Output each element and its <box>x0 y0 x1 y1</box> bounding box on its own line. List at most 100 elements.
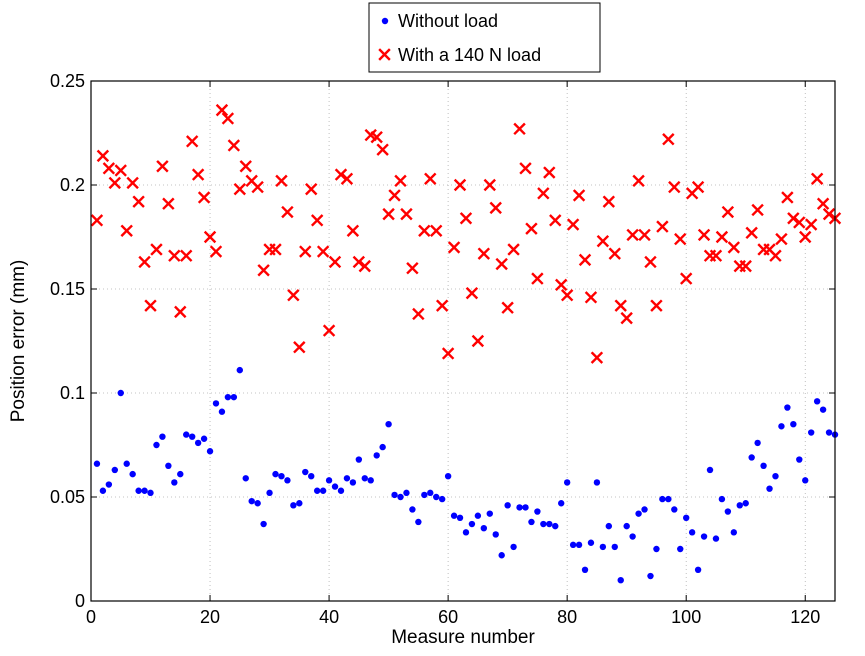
point-with-load <box>257 264 270 277</box>
point-with-load <box>233 182 246 196</box>
point-with-load <box>513 122 526 136</box>
point-with-load <box>441 347 455 360</box>
point-without-load <box>635 510 642 517</box>
point-with-load <box>328 255 342 269</box>
point-without-load <box>147 489 154 497</box>
point-with-load <box>519 162 532 175</box>
point-without-load <box>647 572 654 580</box>
point-without-load <box>188 433 196 440</box>
point-with-load <box>543 166 556 179</box>
point-without-load <box>665 495 672 503</box>
point-with-load <box>310 214 324 227</box>
point-without-load <box>575 541 583 549</box>
point-without-load <box>492 531 499 538</box>
point-without-load <box>778 423 785 430</box>
point-without-load <box>599 543 607 551</box>
point-without-load <box>587 539 595 546</box>
point-without-load <box>206 448 214 455</box>
point-without-load <box>367 477 374 484</box>
point-with-load <box>96 149 110 163</box>
point-with-load <box>370 130 383 144</box>
point-without-load <box>617 577 624 584</box>
point-with-load <box>299 245 312 258</box>
point-without-load <box>171 479 178 486</box>
point-with-load <box>644 255 657 269</box>
point-without-load <box>813 398 821 405</box>
point-with-load <box>108 176 122 190</box>
plot-frame <box>90 80 836 602</box>
point-without-load <box>706 466 714 474</box>
point-without-load <box>421 491 428 499</box>
point-without-load <box>498 552 505 559</box>
point-with-load <box>156 160 169 173</box>
point-with-load <box>751 203 764 217</box>
point-with-load <box>376 143 389 156</box>
point-without-load <box>807 429 815 436</box>
point-with-load <box>364 128 377 142</box>
point-with-load <box>132 195 145 208</box>
point-without-load <box>480 525 488 532</box>
point-without-load <box>355 456 363 463</box>
point-without-load <box>742 500 749 507</box>
point-without-load <box>296 500 303 507</box>
point-with-load <box>507 243 520 256</box>
point-with-load <box>495 257 508 271</box>
point-without-load <box>700 533 708 540</box>
y-tick-label: 0 <box>75 591 85 611</box>
point-with-load <box>525 222 538 235</box>
point-without-load <box>403 489 410 497</box>
point-with-load <box>215 103 229 117</box>
point-with-load <box>721 205 735 219</box>
x-tick-label: 100 <box>671 607 701 627</box>
point-with-load <box>584 291 598 304</box>
legend-marker-without-load <box>381 17 389 25</box>
point-without-load <box>129 470 136 478</box>
point-with-load <box>281 205 294 219</box>
point-without-load <box>712 535 720 542</box>
point-with-load <box>590 351 604 364</box>
point-without-load <box>772 473 779 480</box>
point-with-load <box>90 214 104 227</box>
point-without-load <box>391 491 398 499</box>
point-without-load <box>605 522 613 530</box>
point-without-load <box>456 514 464 521</box>
point-without-load <box>671 506 678 513</box>
point-without-load <box>593 479 601 486</box>
point-without-load <box>319 487 327 494</box>
point-without-load <box>629 533 636 540</box>
point-without-load <box>415 518 422 526</box>
point-with-load <box>293 341 306 354</box>
point-without-load <box>581 566 589 573</box>
point-without-load <box>683 514 690 521</box>
point-without-load <box>522 504 529 511</box>
point-with-load <box>150 243 163 256</box>
point-without-load <box>427 489 434 497</box>
point-with-load <box>346 224 360 237</box>
point-without-load <box>302 468 309 476</box>
point-with-load <box>227 139 241 152</box>
point-without-load <box>200 435 208 442</box>
point-without-load <box>659 495 666 503</box>
point-without-load <box>308 473 315 480</box>
point-without-load <box>153 441 160 449</box>
point-with-load <box>185 135 199 148</box>
point-without-load <box>688 529 696 536</box>
point-without-load <box>224 393 232 401</box>
point-with-load <box>305 182 318 196</box>
point-with-load <box>322 324 336 337</box>
point-with-load <box>471 334 485 348</box>
point-with-load <box>435 299 449 312</box>
y-tick-label: 0.15 <box>50 279 85 299</box>
point-with-load <box>168 249 181 262</box>
legend: Without load With a 140 N load <box>368 2 601 73</box>
point-without-load <box>748 454 755 461</box>
point-without-load <box>433 493 440 501</box>
point-with-load <box>275 174 288 188</box>
point-with-load <box>572 189 586 202</box>
point-with-load <box>174 305 187 319</box>
x-tick-label: 0 <box>86 607 96 627</box>
point-without-load <box>563 479 571 486</box>
point-with-load <box>424 172 437 185</box>
point-with-load <box>650 299 663 312</box>
point-with-load <box>691 180 705 194</box>
